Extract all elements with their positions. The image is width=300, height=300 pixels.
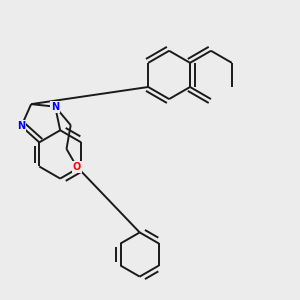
Text: N: N [51,102,59,112]
Text: N: N [17,121,26,131]
Text: O: O [73,162,81,172]
